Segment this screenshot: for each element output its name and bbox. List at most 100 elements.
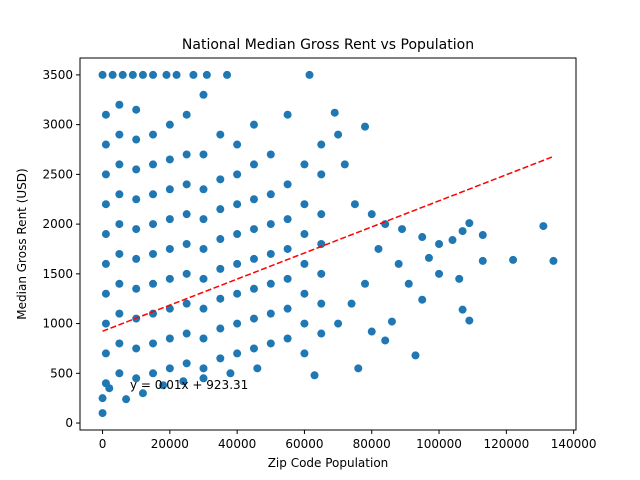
y-tick-label: 2000 xyxy=(42,217,73,231)
scatter-point xyxy=(138,389,147,398)
scatter-point xyxy=(266,190,275,199)
scatter-point xyxy=(182,299,191,308)
scatter-point xyxy=(465,219,474,228)
scatter-point xyxy=(233,289,242,298)
scatter-point xyxy=(455,274,464,283)
scatter-point xyxy=(128,70,137,79)
scatter-point xyxy=(549,256,558,265)
scatter-point xyxy=(539,222,548,231)
scatter-point xyxy=(435,269,444,278)
scatter-point xyxy=(305,70,314,79)
scatter-point xyxy=(138,70,147,79)
scatter-point xyxy=(233,140,242,149)
scatter-point xyxy=(283,180,292,189)
scatter-point xyxy=(478,256,487,265)
scatter-point xyxy=(283,334,292,343)
scatter-point xyxy=(199,244,208,253)
scatter-point xyxy=(233,200,242,209)
y-tick-label: 3000 xyxy=(42,118,73,132)
scatter-point xyxy=(340,160,349,169)
scatter-point xyxy=(283,110,292,119)
scatter-point xyxy=(465,316,474,325)
scatter-point xyxy=(216,294,225,303)
scatter-point xyxy=(394,259,403,268)
y-tick-label: 500 xyxy=(50,366,73,380)
x-tick-label: 100000 xyxy=(416,437,462,451)
scatter-point xyxy=(249,284,258,293)
scatter-point xyxy=(101,170,110,179)
scatter-point xyxy=(182,359,191,368)
scatter-point xyxy=(132,254,141,263)
scatter-point xyxy=(149,369,158,378)
scatter-point xyxy=(509,255,518,264)
scatter-point xyxy=(233,319,242,328)
scatter-point xyxy=(300,200,309,209)
scatter-point xyxy=(317,269,326,278)
scatter-point xyxy=(300,259,309,268)
scatter-point xyxy=(266,150,275,159)
scatter-point xyxy=(334,130,343,139)
scatter-point xyxy=(424,253,433,262)
scatter-point xyxy=(101,289,110,298)
scatter-point xyxy=(411,351,420,360)
y-tick-label: 1000 xyxy=(42,317,73,331)
scatter-point xyxy=(132,284,141,293)
scatter-point xyxy=(182,329,191,338)
scatter-point xyxy=(300,289,309,298)
scatter-point xyxy=(115,190,124,199)
scatter-point xyxy=(199,150,208,159)
scatter-point xyxy=(300,160,309,169)
scatter-point xyxy=(118,70,127,79)
scatter-point xyxy=(172,70,181,79)
x-tick-label: 60000 xyxy=(285,437,323,451)
scatter-point xyxy=(300,349,309,358)
axes-frame xyxy=(79,57,577,431)
scatter-point xyxy=(216,354,225,363)
scatter-point xyxy=(216,205,225,214)
scatter-point xyxy=(115,160,124,169)
scatter-point xyxy=(266,249,275,258)
x-tick-label: 20000 xyxy=(151,437,189,451)
scatter-point xyxy=(132,374,141,383)
scatter-point xyxy=(115,220,124,229)
scatter-point xyxy=(233,259,242,268)
scatter-point xyxy=(149,190,158,199)
scatter-point xyxy=(115,369,124,378)
scatter-point xyxy=(266,279,275,288)
scatter-point xyxy=(249,314,258,323)
scatter-point xyxy=(249,225,258,234)
y-tick-label: 1500 xyxy=(42,267,73,281)
scatter-point xyxy=(199,364,208,373)
scatter-point xyxy=(149,339,158,348)
scatter-point xyxy=(165,120,174,129)
scatter-point xyxy=(253,364,262,373)
scatter-point xyxy=(199,185,208,194)
scatter-point xyxy=(98,409,107,418)
scatter-point xyxy=(435,240,444,248)
scatter-point xyxy=(458,227,467,236)
scatter-point xyxy=(115,249,124,258)
scatter-point xyxy=(162,70,171,79)
scatter-point xyxy=(418,295,427,304)
scatter-point xyxy=(216,130,225,139)
x-tick-label: 40000 xyxy=(218,437,256,451)
scatter-point xyxy=(367,210,376,219)
scatter-point xyxy=(404,279,413,288)
plot-area xyxy=(98,70,558,418)
scatter-point xyxy=(182,210,191,219)
scatter-point xyxy=(199,334,208,343)
scatter-point xyxy=(179,377,188,386)
scatter-point xyxy=(115,279,124,288)
scatter-point xyxy=(283,274,292,283)
scatter-point xyxy=(165,274,174,283)
scatter-point xyxy=(101,349,110,358)
scatter-point xyxy=(266,309,275,318)
scatter-point xyxy=(317,329,326,338)
scatter-point xyxy=(132,195,141,204)
scatter-point xyxy=(223,70,232,79)
scatter-point xyxy=(115,130,124,139)
scatter-point xyxy=(199,304,208,313)
scatter-point xyxy=(367,327,376,336)
scatter-point xyxy=(374,244,383,253)
